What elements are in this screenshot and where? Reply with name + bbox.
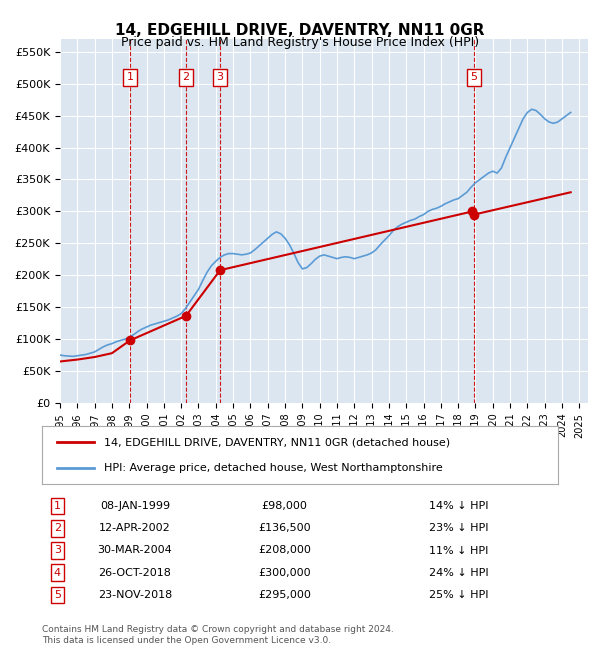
Text: 30-MAR-2004: 30-MAR-2004 (98, 545, 172, 556)
Text: 1: 1 (54, 501, 61, 511)
Text: 23-NOV-2018: 23-NOV-2018 (98, 590, 172, 600)
Text: 14% ↓ HPI: 14% ↓ HPI (429, 501, 488, 511)
Text: £136,500: £136,500 (258, 523, 311, 533)
Text: 3: 3 (54, 545, 61, 556)
Text: £98,000: £98,000 (262, 501, 307, 511)
Text: Price paid vs. HM Land Registry's House Price Index (HPI): Price paid vs. HM Land Registry's House … (121, 36, 479, 49)
Text: 4: 4 (54, 567, 61, 578)
Text: 2: 2 (182, 72, 190, 83)
Text: £208,000: £208,000 (258, 545, 311, 556)
Text: 26-OCT-2018: 26-OCT-2018 (98, 567, 172, 578)
Text: 24% ↓ HPI: 24% ↓ HPI (429, 567, 488, 578)
Text: 1: 1 (127, 72, 133, 83)
Text: 14, EDGEHILL DRIVE, DAVENTRY, NN11 0GR: 14, EDGEHILL DRIVE, DAVENTRY, NN11 0GR (115, 23, 485, 38)
Text: 5: 5 (470, 72, 477, 83)
Text: £300,000: £300,000 (258, 567, 311, 578)
Text: HPI: Average price, detached house, West Northamptonshire: HPI: Average price, detached house, West… (104, 463, 443, 473)
Text: 08-JAN-1999: 08-JAN-1999 (100, 501, 170, 511)
Text: 12-APR-2002: 12-APR-2002 (99, 523, 171, 533)
Text: 5: 5 (54, 590, 61, 600)
Text: This data is licensed under the Open Government Licence v3.0.: This data is licensed under the Open Gov… (42, 636, 331, 645)
Text: £295,000: £295,000 (258, 590, 311, 600)
Text: Contains HM Land Registry data © Crown copyright and database right 2024.: Contains HM Land Registry data © Crown c… (42, 625, 394, 634)
Text: 14, EDGEHILL DRIVE, DAVENTRY, NN11 0GR (detached house): 14, EDGEHILL DRIVE, DAVENTRY, NN11 0GR (… (104, 437, 450, 447)
Text: 23% ↓ HPI: 23% ↓ HPI (429, 523, 488, 533)
Text: 2: 2 (54, 523, 61, 533)
Text: 3: 3 (217, 72, 224, 83)
Text: 25% ↓ HPI: 25% ↓ HPI (429, 590, 488, 600)
Text: 11% ↓ HPI: 11% ↓ HPI (429, 545, 488, 556)
